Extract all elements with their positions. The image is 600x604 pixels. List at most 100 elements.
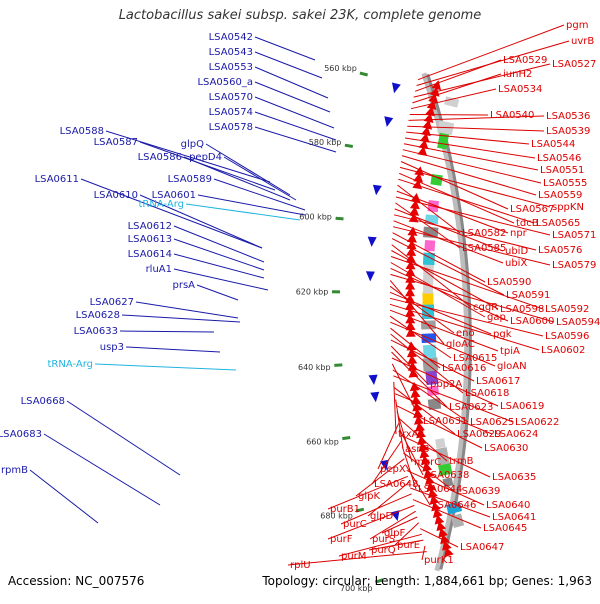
accession-text: Accession: NC_007576 [8, 574, 144, 588]
gene-label: purC [343, 519, 367, 530]
gene-label: pepD4 [189, 152, 222, 163]
gene-label: LSA0638 [425, 470, 469, 481]
gene-label: trxA4 [398, 429, 425, 440]
gene-label: purK1 [424, 555, 454, 566]
gene-label: eno [456, 328, 475, 339]
topology-text: Topology: circular; Length: 1,884,661 bp… [262, 574, 592, 588]
leader-line [410, 115, 488, 116]
plus-strand-gene [392, 83, 401, 94]
gene-label: LSA0596 [545, 331, 589, 342]
gene-label: LSA0610 [94, 190, 138, 201]
leader-line [174, 254, 264, 278]
gene-label: LSA0668 [21, 396, 65, 407]
gene-label: tpiA [500, 346, 520, 357]
gene-label: LSA0631 [423, 416, 467, 427]
gene-label: LSA0647 [460, 542, 504, 553]
gene-label: npr [510, 228, 528, 239]
leader-line [255, 97, 334, 128]
gene-label: LSA0646 [432, 500, 476, 511]
leader-line [224, 157, 296, 200]
gene-label: LSA0640 [486, 500, 530, 511]
gene-label: gloAN [497, 361, 527, 372]
gene-label: gloAC [446, 339, 475, 350]
gene-label: LSA0624 [494, 429, 538, 440]
gene-label: purE [397, 540, 420, 551]
kbp-tick [336, 218, 344, 219]
gene-label: rplU [290, 560, 311, 571]
kbp-tick-label: 580 kbp [309, 138, 342, 147]
gene-label: LSA0534 [498, 84, 542, 95]
plus-strand-gene [366, 271, 375, 281]
gene-label: LSA0540 [490, 110, 534, 121]
leader-line [255, 37, 315, 60]
gene-label: rpmB [1, 465, 28, 476]
plus-strand-gene [369, 375, 378, 385]
gene-label: trmB [449, 456, 474, 467]
gene-label: iunH2 [503, 69, 532, 80]
gene-label: LSA0527 [552, 59, 596, 70]
gene-label: LSA0622 [515, 417, 559, 428]
leader-line [420, 529, 458, 547]
gene-label: purM [341, 551, 366, 562]
gene-label: LSA0539 [546, 126, 590, 137]
gene-label: LSA0559 [538, 190, 582, 201]
leader-line [30, 470, 98, 523]
gene-label: asnB [405, 444, 430, 455]
leader-line [126, 347, 220, 352]
gene-label: LSA0560_a [197, 77, 253, 88]
trna-label: tRNA-Arg [139, 199, 184, 210]
gene-label: LSA0551 [540, 165, 584, 176]
leader-line [255, 112, 336, 140]
gene-label: LSA0542 [209, 32, 253, 43]
gene-label: pepX [380, 464, 406, 475]
gene-label: LSA0639 [456, 486, 500, 497]
leader-line [120, 331, 214, 332]
leader-line [390, 292, 491, 334]
kbp-tick [334, 365, 342, 366]
gene-label: LSA0645 [483, 523, 527, 534]
gene-label: LSA0565 [536, 218, 580, 229]
gene-label: LSA0590 [487, 277, 531, 288]
gene-label: purB1 [330, 504, 360, 515]
kbp-tick [342, 438, 350, 439]
cog-block [424, 240, 435, 251]
leader-line [255, 67, 328, 98]
gene-label: LSA0641 [492, 512, 536, 523]
gene-label: uvrB [571, 36, 594, 47]
plus-strand-gene [373, 185, 382, 196]
gene-label: glpF [384, 528, 405, 539]
gene-label: LSA0579 [552, 260, 596, 271]
gene-label: LSA0627 [90, 297, 134, 308]
gene-label: murC [414, 457, 441, 468]
gene-label: LSA0635 [492, 472, 536, 483]
kbp-tick-label: 640 kbp [298, 363, 331, 372]
gene-label: LSA0623 [449, 402, 493, 413]
gene-label: LSA0648 [374, 479, 418, 490]
plus-strand-gene [370, 392, 379, 403]
gene-label: LSA0570 [209, 92, 253, 103]
kbp-tick-label: 660 kbp [306, 438, 339, 447]
gene-label: glpK [358, 491, 380, 502]
cog-block [423, 227, 438, 239]
gene-label: LSA0546 [537, 153, 581, 164]
gene-label: LSA0588 [60, 126, 104, 137]
map-title: Lactobacillus sakei subsp. sakei 23K, co… [0, 8, 600, 23]
gene-label: LSA0536 [546, 111, 590, 122]
leader-line [255, 82, 330, 112]
gene-label: LSA0625 [470, 417, 514, 428]
leader-line [67, 401, 180, 475]
cog-block [422, 292, 433, 304]
gene-label: prsA [172, 280, 195, 291]
gene-label: LSA0585 [462, 243, 506, 254]
gene-label: LSA0683 [0, 429, 42, 440]
leader-line [394, 382, 396, 434]
gene-label: LSA0611 [35, 174, 79, 185]
leader-line [95, 364, 236, 370]
gene-label: pbp2A [430, 379, 462, 390]
gene-label: sppKN [552, 202, 584, 213]
kbp-tick [360, 73, 368, 75]
leader-line [418, 25, 564, 80]
gene-label: LSA0529 [503, 55, 547, 66]
leader-line [122, 315, 240, 322]
gene-label: LSA0628 [76, 310, 120, 321]
